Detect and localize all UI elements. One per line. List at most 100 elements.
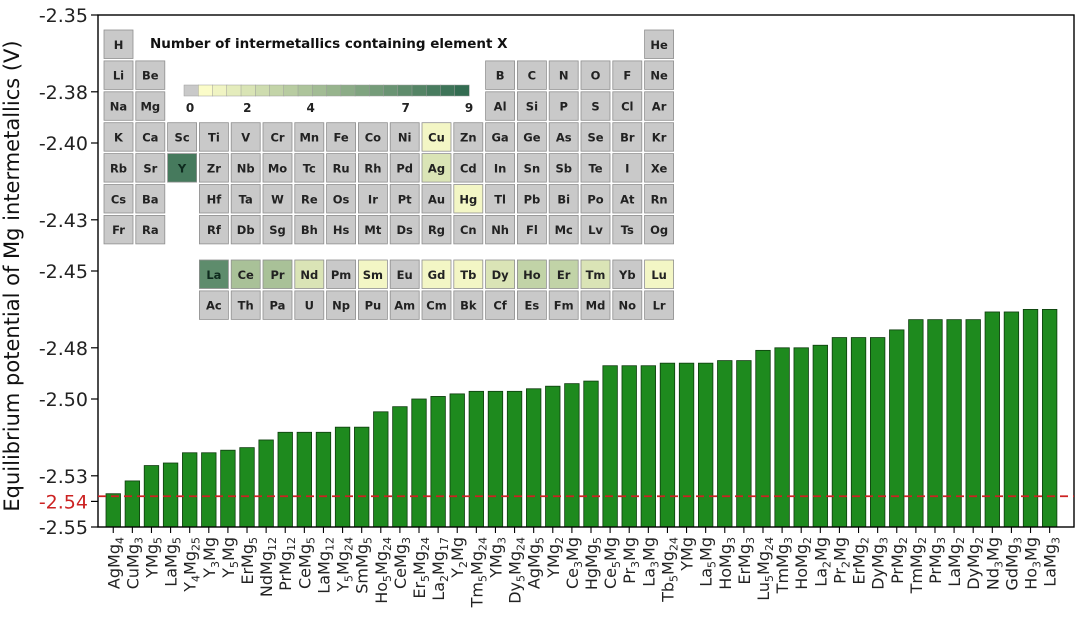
element-cell	[517, 91, 547, 121]
element-symbol: H	[114, 38, 124, 52]
element-cell	[453, 122, 484, 152]
element-cell	[357, 153, 388, 183]
element-cell	[548, 153, 579, 183]
element-symbol: Nh	[491, 223, 509, 237]
element-cell	[357, 122, 388, 152]
colorbar-tick-label: 2	[243, 101, 251, 115]
element-symbol: He	[650, 38, 668, 52]
element-symbol: N	[559, 69, 569, 83]
x-tick-label: DyMg2	[964, 537, 986, 590]
inset-title: Number of intermetallics containing elem…	[150, 36, 508, 52]
colorbar-segment	[212, 84, 228, 97]
bar	[602, 365, 618, 528]
element-symbol: Cl	[621, 100, 633, 114]
element-cell	[167, 153, 198, 183]
element-symbol: S	[591, 100, 599, 114]
x-tick-label: YMg	[678, 537, 697, 572]
bar	[124, 480, 141, 528]
element-cell	[580, 290, 611, 320]
element-symbol: Lv	[588, 223, 603, 237]
bar	[698, 362, 714, 528]
element-symbol: Sg	[269, 223, 286, 237]
element-symbol: Ca	[142, 130, 158, 144]
element-cell	[167, 122, 198, 152]
element-cell	[262, 153, 293, 183]
element-cell	[230, 184, 261, 214]
element-cell	[389, 122, 420, 152]
element-cell	[326, 290, 357, 320]
x-tick-label: La2Mg	[811, 537, 833, 587]
bar	[870, 337, 886, 528]
element-symbol: Ds	[396, 223, 413, 237]
element-cell	[548, 60, 579, 90]
element-symbol: Ru	[333, 161, 350, 175]
element-cell	[230, 290, 261, 320]
element-cell	[135, 60, 166, 90]
element-symbol: Rg	[428, 223, 445, 237]
element-cell	[421, 153, 452, 183]
element-symbol: Rf	[207, 223, 222, 237]
bar	[162, 462, 179, 528]
element-cell	[485, 122, 516, 152]
element-cell	[485, 214, 516, 245]
x-tick-label: SmMg5	[353, 537, 375, 594]
colorbar-segment	[354, 84, 370, 97]
bar	[850, 337, 867, 528]
element-cell	[580, 122, 611, 152]
colorbar-segment	[312, 84, 328, 97]
y-axis-label: Equilibrium potential of Mg intermetalli…	[0, 40, 24, 511]
element-symbol: Pb	[524, 192, 541, 206]
element-cell	[421, 259, 452, 289]
bar	[640, 365, 656, 528]
element-symbol: Ce	[238, 268, 254, 282]
element-symbol: Md	[586, 299, 606, 313]
element-symbol: Mo	[268, 161, 287, 175]
element-symbol: B	[496, 69, 505, 83]
colorbar-segment	[426, 84, 442, 97]
element-symbol: Re	[301, 192, 318, 206]
element-symbol: C	[528, 69, 536, 83]
y-tick-label: -2.55	[39, 517, 88, 539]
element-symbol: Ra	[142, 223, 159, 237]
element-symbol: Ac	[206, 299, 222, 313]
element-symbol: Mc	[555, 223, 573, 237]
x-tick-label: Tb5Mg24	[658, 537, 680, 603]
element-symbol: Es	[525, 299, 540, 313]
element-cell	[262, 184, 293, 214]
x-tick-label: HoMg3	[716, 537, 738, 590]
element-cell	[612, 259, 643, 289]
x-tick-label: Dy5Mg24	[506, 537, 528, 604]
bar	[678, 362, 695, 528]
element-cell	[230, 259, 261, 289]
element-cell	[517, 214, 547, 245]
element-symbol: Ba	[142, 192, 159, 206]
element-symbol: Cf	[493, 299, 507, 313]
element-cell	[485, 91, 516, 121]
y-axis: -2.35 -2.38 -2.40 -2.43 -2.45 -2.48 -2.50 -2.53…	[39, 5, 98, 539]
element-cell	[198, 122, 229, 152]
element-cell	[548, 259, 579, 289]
element-cell	[389, 214, 420, 245]
element-cell	[103, 122, 134, 152]
x-tick-label: GdMg3	[1002, 537, 1024, 591]
bar	[1022, 308, 1039, 528]
element-cell	[453, 259, 484, 289]
colorbar-segment	[183, 84, 199, 97]
x-tick-label: YMg3	[486, 537, 508, 579]
colorbar-segment	[326, 84, 342, 97]
bar	[449, 393, 465, 528]
bar	[201, 452, 217, 528]
bar	[354, 426, 370, 528]
element-symbol: Eu	[397, 268, 413, 282]
element-symbol: Ne	[650, 69, 668, 83]
element-cell	[294, 290, 325, 320]
element-cell	[453, 184, 484, 214]
bar	[659, 362, 676, 528]
x-tick-label: YMg2	[544, 537, 566, 579]
element-symbol: In	[494, 161, 506, 175]
element-symbol: Te	[588, 161, 602, 175]
bar	[411, 398, 427, 528]
element-cell	[230, 214, 261, 245]
element-cell	[230, 122, 261, 152]
